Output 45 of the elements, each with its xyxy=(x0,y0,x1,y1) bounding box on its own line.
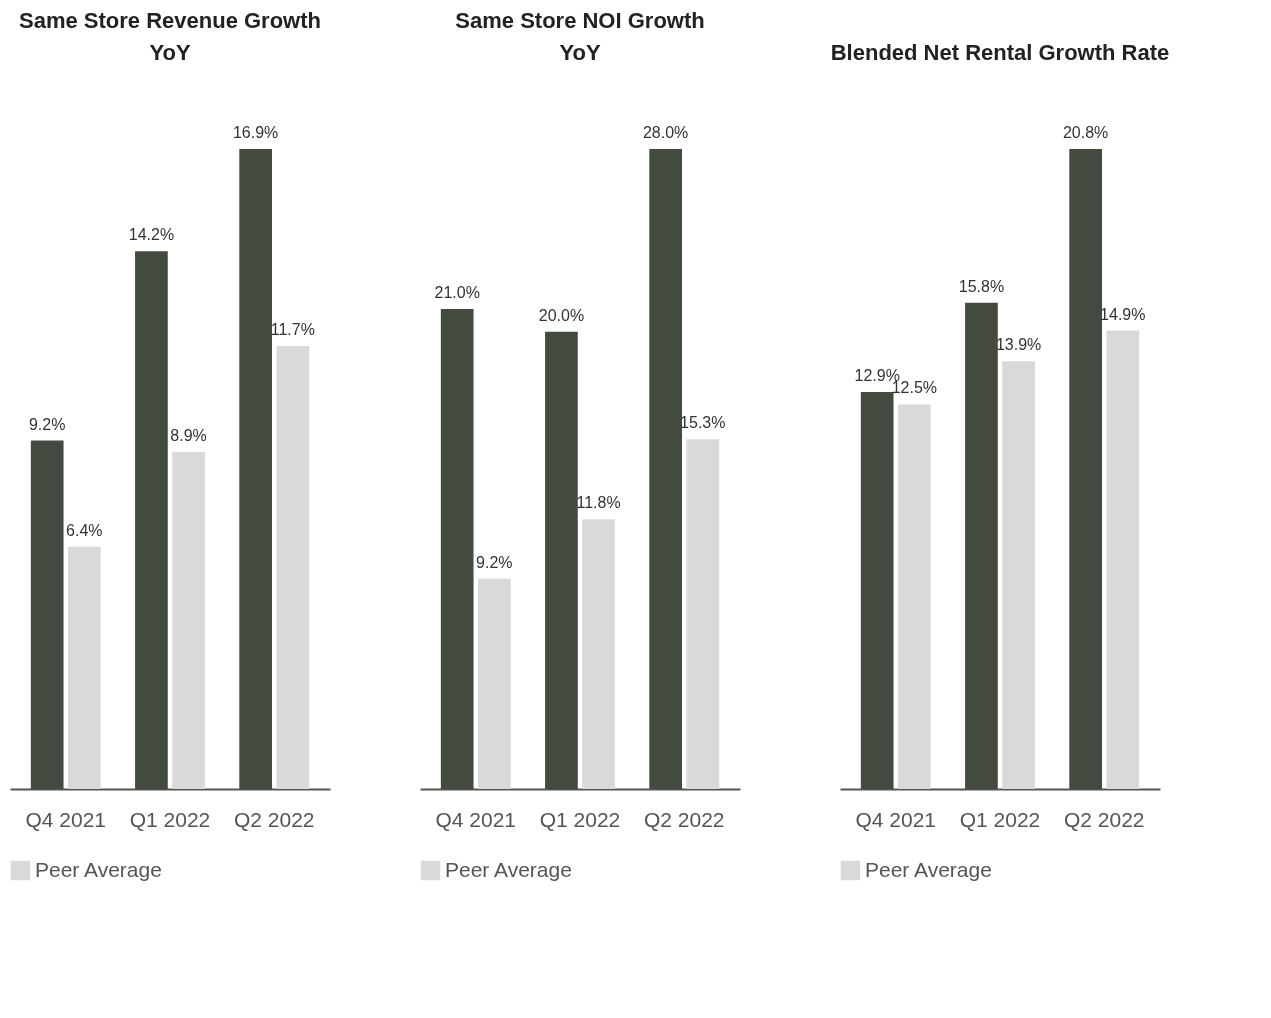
data-label: 20.8% xyxy=(1062,124,1109,141)
bar xyxy=(686,439,720,789)
x-tick-label: Q1 2022 xyxy=(959,807,1041,831)
data-label: 14.2% xyxy=(128,226,175,244)
x-tick-label: Q2 2022 xyxy=(233,807,315,831)
bar xyxy=(477,578,511,789)
x-tick-label: Q4 2021 xyxy=(855,807,937,831)
bar xyxy=(860,392,894,789)
x-tick-label: Q2 2022 xyxy=(643,807,725,831)
data-label: 8.9% xyxy=(170,426,207,444)
chart-title: Blended Net Rental Growth Rate xyxy=(830,40,1170,65)
bar xyxy=(1002,361,1035,789)
bar xyxy=(649,149,683,789)
bar xyxy=(1106,330,1140,789)
data-label: 21.0% xyxy=(434,284,480,301)
data-label: 20.0% xyxy=(538,306,585,324)
legend-label: Peer Average xyxy=(865,857,992,881)
bar xyxy=(30,440,64,789)
x-tick-label: Q1 2022 xyxy=(539,807,621,831)
x-tick-label: Q1 2022 xyxy=(129,807,211,831)
bar xyxy=(545,331,578,789)
x-tick-label: Q4 2021 xyxy=(435,807,517,831)
data-label: 16.9% xyxy=(232,124,279,141)
bar xyxy=(897,404,931,789)
data-label: 6.4% xyxy=(66,521,103,539)
legend-label: Peer Average xyxy=(35,857,162,881)
x-tick-label: Q2 2022 xyxy=(1063,807,1145,831)
data-label: 28.0% xyxy=(642,124,689,141)
chart-title: Same Store Revenue Growth YoY xyxy=(19,8,321,65)
data-label: 9.2% xyxy=(28,415,66,433)
bar xyxy=(440,309,474,789)
bar xyxy=(1069,149,1103,789)
bar xyxy=(239,149,273,789)
bar xyxy=(965,302,998,789)
data-label: 9.2% xyxy=(476,553,513,571)
data-label: 15.8% xyxy=(958,277,1005,295)
bar xyxy=(172,451,205,789)
data-label: 11.7% xyxy=(270,320,315,338)
bar xyxy=(67,546,101,789)
bar xyxy=(582,519,615,789)
x-tick-label: Q4 2021 xyxy=(25,807,107,831)
bar xyxy=(276,345,310,789)
chart-title: Same Store NOI Growth YoY xyxy=(455,8,705,65)
bar xyxy=(135,251,168,789)
legend-label: Peer Average xyxy=(445,857,572,881)
